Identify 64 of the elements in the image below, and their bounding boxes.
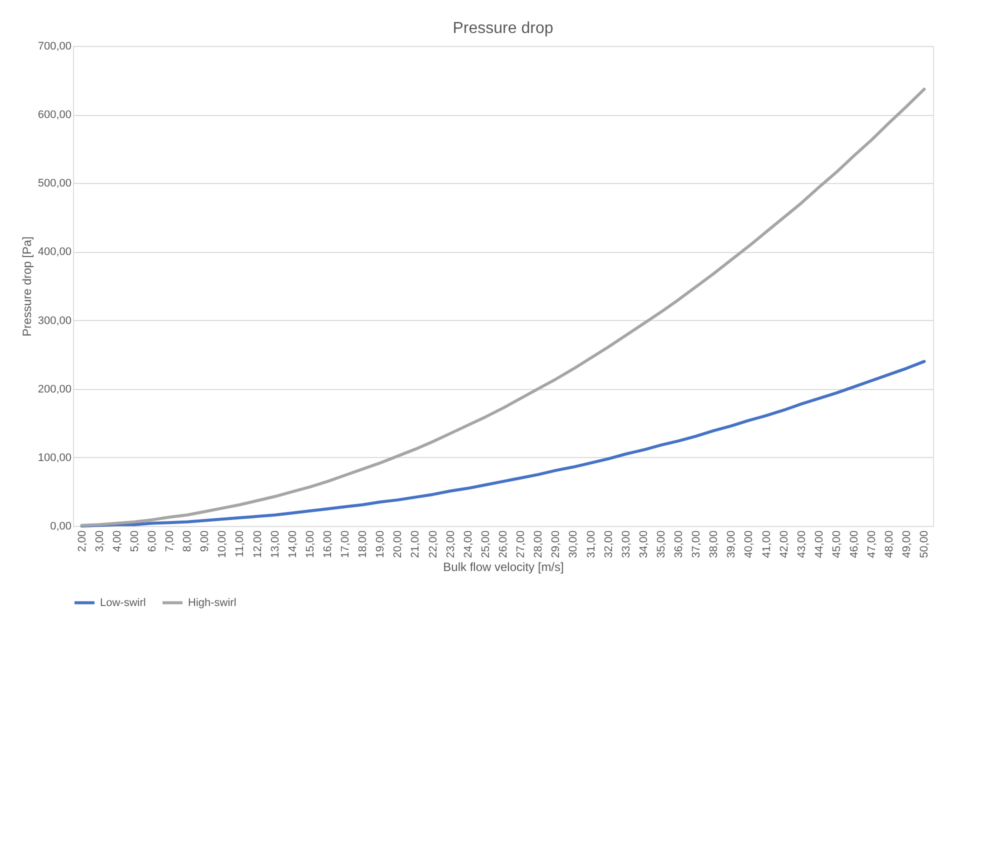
x-tick-label: 11,00 bbox=[234, 530, 246, 558]
x-tick-label: 47,00 bbox=[866, 530, 878, 558]
x-tick-label: 50,00 bbox=[918, 530, 931, 558]
x-tick-label: 22,00 bbox=[427, 530, 440, 558]
x-tick-label: 36,00 bbox=[673, 530, 686, 558]
x-tick-label: 48,00 bbox=[884, 530, 896, 558]
x-tick-label: 43,00 bbox=[796, 530, 808, 558]
x-tick-label: 49,00 bbox=[901, 530, 914, 558]
x-tick-label: 16,00 bbox=[322, 530, 334, 558]
y-tick-label: 600,00 bbox=[38, 109, 72, 122]
x-tick-label: 9,00 bbox=[199, 530, 212, 552]
x-tick-label: 3,00 bbox=[94, 530, 106, 552]
legend-label: Low-swirl bbox=[100, 596, 146, 609]
y-tick-label: 0,00 bbox=[50, 520, 72, 532]
x-tick-label: 20,00 bbox=[392, 530, 404, 558]
x-tick-label: 39,00 bbox=[726, 530, 738, 558]
y-axis-title: Pressure drop [Pa] bbox=[20, 236, 34, 337]
line-series bbox=[80, 88, 926, 527]
x-tick-label: 15,00 bbox=[304, 530, 316, 558]
x-tick-label: 13,00 bbox=[269, 530, 282, 558]
x-tick-label: 21,00 bbox=[410, 530, 422, 558]
x-tick-label: 40,00 bbox=[743, 530, 756, 558]
x-tick-label: 28,00 bbox=[532, 530, 545, 558]
x-tick-label: 44,00 bbox=[813, 530, 826, 558]
y-tick-label: 500,00 bbox=[38, 178, 72, 190]
x-tick-label: 26,00 bbox=[498, 530, 510, 558]
legend-label: High-swirl bbox=[188, 596, 236, 609]
x-tick-label: 30,00 bbox=[568, 530, 580, 558]
line-series bbox=[80, 360, 926, 528]
x-tick-label: 6,00 bbox=[146, 530, 158, 552]
x-tick-label: 46,00 bbox=[848, 530, 861, 558]
x-tick-label: 27,00 bbox=[515, 530, 528, 558]
chart-title: Pressure drop bbox=[452, 20, 554, 37]
x-tick-label: 45,00 bbox=[830, 530, 843, 558]
x-tick-label: 33,00 bbox=[620, 530, 632, 558]
x-tick-label: 18,00 bbox=[357, 530, 370, 558]
x-tick-label: 41,00 bbox=[760, 530, 773, 558]
y-tick-label: 200,00 bbox=[38, 383, 72, 396]
x-tick-label: 31,00 bbox=[585, 530, 598, 558]
x-tick-label: 4,00 bbox=[111, 530, 124, 552]
x-tick-label: 8,00 bbox=[182, 530, 194, 552]
x-tick-label: 5,00 bbox=[128, 530, 141, 552]
x-tick-label: 29,00 bbox=[550, 530, 562, 558]
x-tick-label: 25,00 bbox=[480, 530, 492, 558]
x-tick-label: 14,00 bbox=[286, 530, 299, 558]
x-tick-label: 23,00 bbox=[444, 530, 457, 558]
x-tick-label: 37,00 bbox=[690, 530, 703, 558]
x-tick-label: 2,00 bbox=[76, 530, 88, 552]
x-tick-label: 32,00 bbox=[602, 530, 615, 558]
y-tick-label: 400,00 bbox=[38, 246, 72, 258]
x-tick-label: 34,00 bbox=[638, 530, 650, 558]
x-tick-label: 17,00 bbox=[340, 530, 352, 558]
x-tick-label: 19,00 bbox=[374, 530, 387, 558]
x-tick-label: 24,00 bbox=[462, 530, 474, 558]
x-tick-label: 38,00 bbox=[708, 530, 720, 558]
y-tick-label: 700,00 bbox=[38, 40, 72, 52]
y-tick-label: 300,00 bbox=[38, 314, 72, 327]
y-tick-label: 100,00 bbox=[38, 452, 72, 464]
x-tick-label: 10,00 bbox=[216, 530, 229, 558]
x-tick-label: 42,00 bbox=[778, 530, 790, 558]
x-tick-label: 12,00 bbox=[252, 530, 264, 558]
x-axis-title: Bulk flow velocity [m/s] bbox=[443, 560, 564, 574]
x-tick-label: 7,00 bbox=[164, 530, 176, 552]
x-tick-label: 35,00 bbox=[655, 530, 668, 558]
